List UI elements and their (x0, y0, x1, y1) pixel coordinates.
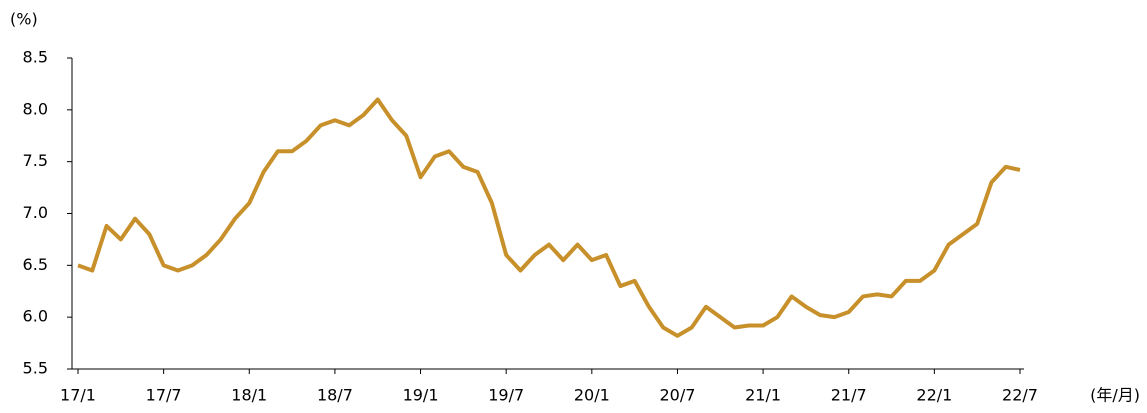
y-tick-label: 5.5 (23, 359, 48, 378)
x-tick-label: 18/1 (231, 386, 267, 405)
x-tick-label: 22/7 (1002, 386, 1038, 405)
y-tick-label: 8.5 (23, 48, 48, 67)
x-tick-label: 19/1 (403, 386, 439, 405)
x-tick-label: 17/7 (146, 386, 182, 405)
x-unit-label: (年/月) (1090, 386, 1140, 405)
x-tick-label: 20/7 (659, 386, 695, 405)
y-tick-label: 6.0 (23, 307, 48, 326)
y-tick-label: 7.0 (23, 203, 48, 222)
x-tick-label: 20/1 (574, 386, 610, 405)
data-line (77, 97, 1021, 338)
x-tick-label: 17/1 (60, 386, 96, 405)
x-tick-label: 22/1 (916, 386, 952, 405)
x-tick-label: 21/7 (831, 386, 867, 405)
x-tick-label: 18/7 (317, 386, 353, 405)
x-tick-label: 21/1 (745, 386, 781, 405)
y-tick-label: 7.5 (23, 151, 48, 170)
x-tick-label: 19/7 (488, 386, 524, 405)
y-unit-label: (%) (10, 10, 38, 29)
y-tick-label: 6.5 (23, 255, 48, 274)
y-tick-label: 8.0 (23, 99, 48, 118)
